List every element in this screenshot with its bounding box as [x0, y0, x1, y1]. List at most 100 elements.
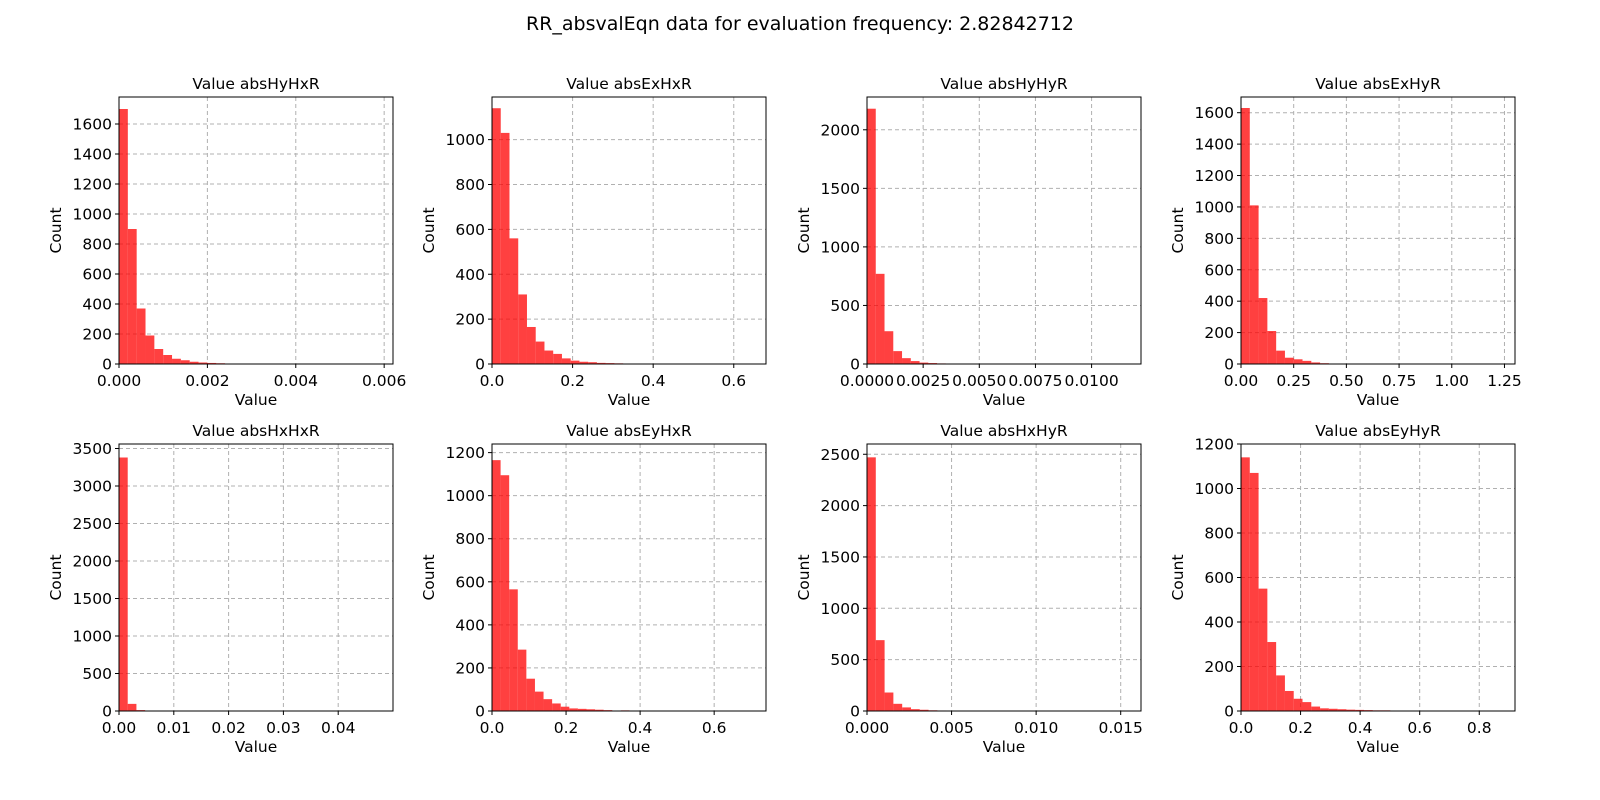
y-tick-label: 600 — [1204, 261, 1234, 279]
histogram-bar — [1302, 360, 1312, 364]
x-axis-label: Value — [235, 391, 278, 409]
histogram-bar — [154, 349, 164, 364]
histogram-bar — [919, 362, 929, 364]
histogram-bar — [127, 703, 137, 711]
histogram-bar — [1328, 708, 1338, 711]
y-tick-label: 600 — [455, 221, 485, 239]
histogram-bar — [189, 361, 199, 364]
histogram-bar — [517, 649, 527, 711]
histogram-bar — [163, 355, 173, 364]
y-tick-label: 800 — [455, 176, 485, 194]
figure-title: RR_absvalEqn data for evaluation frequen… — [526, 13, 1074, 35]
y-tick-label: 400 — [1204, 293, 1234, 311]
histogram-bar — [893, 351, 903, 364]
y-tick-label: 1400 — [1195, 136, 1234, 154]
y-tick-label: 1600 — [1195, 104, 1234, 122]
x-tick-label: 0.2 — [560, 372, 585, 390]
histogram-bar — [127, 229, 137, 364]
y-tick-label: 200 — [455, 311, 485, 329]
histogram-bar — [509, 589, 518, 711]
y-tick-label: 400 — [455, 266, 485, 284]
histogram-bar — [919, 709, 929, 711]
x-tick-label: 0.010 — [1014, 719, 1058, 737]
x-tick-label: 0.04 — [321, 719, 356, 737]
x-tick-label: 0.006 — [362, 372, 406, 390]
x-tick-label: 0.6 — [702, 719, 727, 737]
y-tick-label: 800 — [1204, 525, 1234, 543]
y-tick-label: 1200 — [1195, 436, 1234, 454]
histogram-bar — [1241, 107, 1250, 365]
histogram-bar — [119, 457, 128, 711]
x-axis-label: Value — [1357, 738, 1400, 756]
axes-frame — [118, 96, 394, 365]
histogram-bar — [136, 308, 146, 364]
x-tick-label: 0.6 — [721, 372, 746, 390]
histogram-panel-8: 0.0 0.2 0.4 0.6 0.8 0 200 400 600 800 1000 1200 Valu… — [1169, 422, 1516, 756]
x-tick-label: 0.000 — [97, 372, 141, 390]
histogram-bar — [893, 703, 903, 711]
histogram-bar — [500, 475, 510, 711]
y-tick-label: 1000 — [73, 628, 112, 646]
y-tick-label: 0 — [102, 356, 112, 374]
histogram-bar — [560, 706, 570, 711]
x-tick-label: 0.4 — [1348, 719, 1373, 737]
y-tick-label: 1000 — [1195, 198, 1234, 216]
x-tick-label: 0.00 — [1224, 372, 1259, 390]
histogram-bar — [569, 708, 578, 711]
x-tick-label: 0.002 — [185, 372, 229, 390]
histogram-bar — [518, 294, 527, 364]
y-axis-label: Count — [795, 554, 813, 600]
y-tick-label: 200 — [1204, 324, 1234, 342]
histogram-bar — [1320, 708, 1329, 711]
histogram-bar — [910, 709, 920, 711]
subplot-title: Value absEyHyR — [1315, 422, 1441, 440]
x-axis-label: Value — [983, 391, 1026, 409]
y-tick-label: 0 — [102, 703, 112, 721]
x-tick-label: 0.0100 — [1064, 372, 1118, 390]
y-tick-label: 1200 — [1195, 167, 1234, 185]
histogram-bar — [1337, 709, 1347, 711]
x-tick-label: 0.0 — [480, 372, 505, 390]
x-tick-label: 0.005 — [929, 719, 973, 737]
y-tick-label: 0 — [850, 703, 860, 721]
histogram-bar — [1346, 709, 1356, 711]
histogram-panel-6: 0.0 0.2 0.4 0.6 0 200 400 600 800 1000 1200 Value a… — [420, 422, 767, 756]
histogram-bar — [172, 358, 181, 364]
histogram-bar — [586, 709, 596, 711]
y-tick-label: 600 — [455, 573, 485, 591]
x-tick-label: 0.4 — [641, 372, 666, 390]
histogram-bar — [1258, 588, 1268, 711]
y-tick-label: 500 — [82, 665, 112, 683]
histogram-bar — [561, 358, 571, 364]
histogram-bar — [1276, 675, 1285, 711]
histogram-bar — [1284, 357, 1294, 364]
histogram-bar — [500, 132, 510, 364]
x-tick-label: 0.2 — [554, 719, 579, 737]
histogram-bar — [492, 460, 501, 711]
y-tick-label: 1000 — [446, 487, 485, 505]
y-axis-label: Count — [47, 207, 65, 253]
y-tick-label: 600 — [1204, 569, 1234, 587]
y-tick-label: 1000 — [1195, 480, 1234, 498]
axes-frame — [1240, 96, 1516, 365]
histogram-panel-5: 0.00 0.01 0.02 0.03 0.04 0 500 1000 1500 2000 2500… — [47, 422, 394, 756]
x-tick-label: 0.0050 — [952, 372, 1006, 390]
y-axis-label: Count — [1169, 207, 1187, 253]
x-axis-label: Value — [608, 738, 651, 756]
y-axis-label: Count — [420, 207, 438, 253]
x-tick-label: 0.0000 — [840, 372, 894, 390]
axes-frame — [866, 96, 1142, 365]
y-tick-label: 0 — [475, 703, 485, 721]
subplot-title: Value absExHxR — [566, 75, 692, 93]
histogram-bar — [492, 108, 501, 364]
histogram-bar — [544, 350, 554, 364]
x-axis-label: Value — [235, 738, 278, 756]
histogram-bar — [1258, 298, 1268, 364]
histogram-panel-2: 0.0 0.2 0.4 0.6 0 200 400 600 800 1000 Value absEx… — [420, 75, 767, 409]
y-tick-label: 600 — [82, 266, 112, 284]
histogram-bar — [526, 326, 536, 364]
histogram-bar — [902, 358, 911, 364]
y-tick-label: 200 — [82, 326, 112, 344]
histogram-bar — [1355, 709, 1365, 711]
subplot-title: Value absHyHxR — [192, 75, 320, 93]
